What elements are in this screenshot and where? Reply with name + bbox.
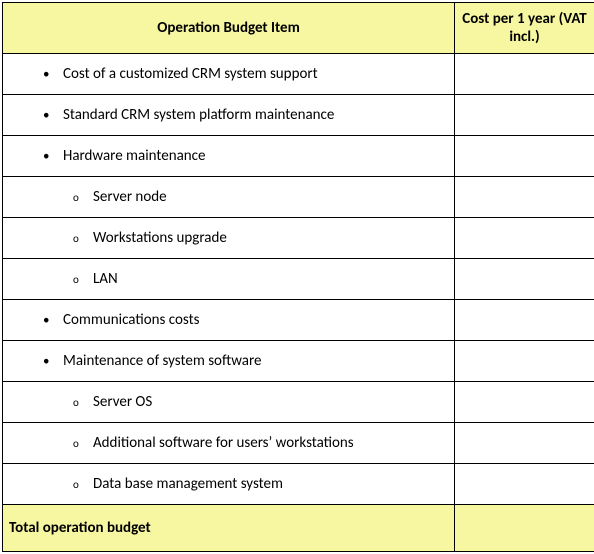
bullet-disc-icon: • [43,108,63,123]
header-row: Operation Budget Item Cost per 1 year (V… [3,3,594,54]
bullet-disc-icon: • [43,354,63,369]
item-label: Data base management system [93,475,454,493]
table-row: •Standard CRM system platform maintenanc… [3,95,594,136]
bullet-circle-icon: o [73,232,93,245]
item-label: Communications costs [63,311,454,329]
total-label: Total operation budget [9,519,454,537]
table-row: oServer node [3,177,594,218]
budget-table: Operation Budget Item Cost per 1 year (V… [2,2,594,552]
bullet-circle-icon: o [73,478,93,491]
table-row: •Maintenance of system software [3,341,594,382]
table-row: oWorkstations upgrade [3,218,594,259]
item-label: Additional software for users’ workstati… [93,434,454,452]
table-row: •Hardware maintenance [3,136,594,177]
bullet-circle-icon: o [73,396,93,409]
bullet-circle-icon: o [73,437,93,450]
bullet-disc-icon: • [43,67,63,82]
item-label: Maintenance of system software [63,352,454,370]
bullet-circle-icon: o [73,273,93,286]
table-row: •Cost of a customized CRM system support [3,54,594,95]
item-label: Cost of a customized CRM system support [63,65,454,83]
table-row: •Communications costs [3,300,594,341]
table-row: oAdditional software for users’ workstat… [3,423,594,464]
table-row: oServer OS [3,382,594,423]
header-item: Operation Budget Item [3,3,455,54]
item-label: Hardware maintenance [63,147,454,165]
bullet-disc-icon: • [43,313,63,328]
table-row: oLAN [3,259,594,300]
table-row: oData base management system [3,464,594,505]
item-label: Workstations upgrade [93,229,454,247]
bullet-disc-icon: • [43,149,63,164]
total-row: Total operation budget [3,505,594,552]
item-label: Server OS [93,393,454,411]
item-label: LAN [93,270,454,288]
header-cost: Cost per 1 year (VAT incl.) [455,3,594,54]
bullet-circle-icon: o [73,191,93,204]
item-label: Server node [93,188,454,206]
item-label: Standard CRM system platform maintenance [63,106,454,124]
